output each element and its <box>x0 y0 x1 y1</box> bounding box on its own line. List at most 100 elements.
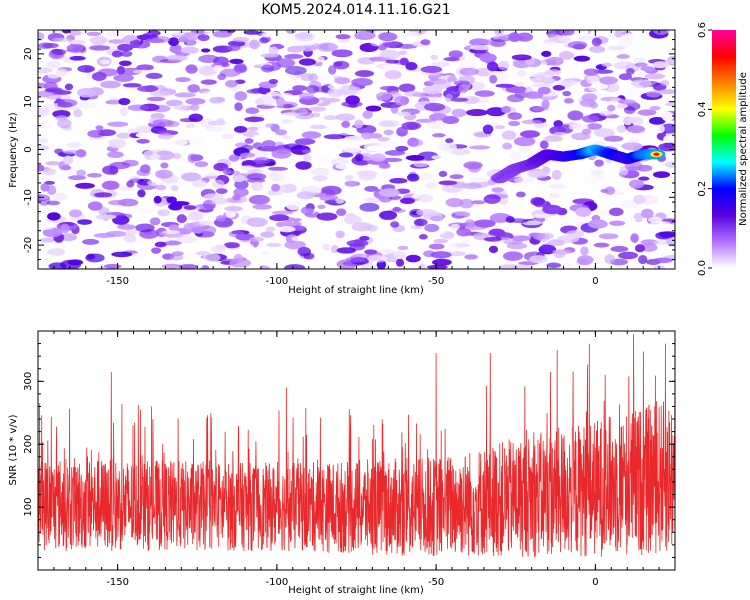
heatmap-cell <box>254 98 264 106</box>
heatmap-cell <box>275 129 288 136</box>
heatmap-cell <box>120 50 133 57</box>
heatmap-cell <box>91 71 107 82</box>
heatmap-cell <box>198 54 219 64</box>
heatmap-cell <box>609 220 626 226</box>
heatmap-cell <box>298 92 315 100</box>
heatmap-cell <box>379 49 401 60</box>
heatmap-cell <box>424 223 440 233</box>
heatmap-cell <box>60 165 72 171</box>
heatmap-cell <box>290 107 309 116</box>
heatmap-xtick-label: -50 <box>428 276 444 287</box>
heatmap-cell <box>103 263 122 269</box>
heatmap-cell <box>260 231 275 238</box>
heatmap-cell <box>301 206 314 215</box>
heatmap-xtick-label: -150 <box>106 276 129 287</box>
heatmap-cell <box>200 48 211 53</box>
heatmap-cell <box>155 169 173 179</box>
heatmap-cell <box>127 104 149 111</box>
heatmap-cell <box>294 138 316 145</box>
heatmap-cell <box>271 210 294 215</box>
heatmap-cell <box>154 241 167 248</box>
heatmap-xlabel: Height of straight line (km) <box>288 285 424 296</box>
heatmap-cell <box>52 109 71 119</box>
heatmap-cell <box>52 192 67 201</box>
heatmap-cell <box>178 264 199 269</box>
heatmap-cell <box>644 73 666 80</box>
heatmap-cell <box>180 46 199 54</box>
heatmap-cell <box>562 90 572 97</box>
heatmap-cell <box>268 254 278 263</box>
heatmap-cell <box>215 244 227 251</box>
heatmap-cell <box>364 249 378 255</box>
heatmap-cell <box>630 79 652 89</box>
heatmap-cell <box>406 138 424 147</box>
heatmap-cell <box>251 181 264 192</box>
heatmap-cell <box>298 58 316 66</box>
heatmap-cell <box>590 170 605 176</box>
heatmap-cell <box>185 64 198 74</box>
heatmap-cell <box>119 30 132 34</box>
heatmap-cell <box>38 195 51 200</box>
snr-ylabel: SNR (10 * v/v) <box>8 414 19 485</box>
heatmap-cell <box>60 223 70 234</box>
heatmap-cell <box>42 42 59 49</box>
heatmap-cell <box>607 45 626 51</box>
heatmap-cell <box>652 257 673 264</box>
heatmap-cell <box>462 96 480 105</box>
heatmap-cell <box>135 132 146 138</box>
heatmap-cell <box>225 170 241 175</box>
heatmap-cell <box>202 253 221 263</box>
heatmap-cell <box>285 30 297 34</box>
heatmap-cell <box>100 80 121 89</box>
heatmap-cell <box>198 220 214 226</box>
heatmap-cell <box>185 98 206 105</box>
heatmap-cell <box>204 126 224 132</box>
heatmap-cell <box>479 53 497 63</box>
heatmap-cell <box>146 96 166 102</box>
heatmap-cell <box>168 224 180 232</box>
heatmap-cell <box>628 179 645 189</box>
heatmap-cell <box>105 31 126 37</box>
heatmap-cell <box>46 60 61 69</box>
heatmap-cell <box>454 169 466 175</box>
heatmap-cell <box>325 76 335 84</box>
heatmap-cell <box>378 32 398 42</box>
heatmap-cell <box>448 50 464 59</box>
heatmap-cell <box>168 37 180 46</box>
heatmap-cell <box>468 145 491 150</box>
heatmap-cell <box>166 196 177 204</box>
heatmap-cell <box>38 164 45 172</box>
heatmap-cell <box>248 194 270 205</box>
heatmap-cell <box>324 97 341 103</box>
heatmap-ytick-label: 0 <box>23 146 34 152</box>
heatmap-cell <box>306 85 320 94</box>
heatmap-cell <box>284 54 304 59</box>
heatmap-cell <box>267 166 288 171</box>
heatmap-cell <box>118 186 135 192</box>
heatmap-cell <box>187 153 198 163</box>
heatmap-cell <box>405 61 418 71</box>
heatmap-cell <box>428 243 445 250</box>
heatmap-cell <box>584 174 598 185</box>
heatmap-cell <box>119 106 128 117</box>
heatmap-cell <box>312 175 328 182</box>
heatmap-cell <box>294 40 316 46</box>
heatmap-cell <box>354 119 364 129</box>
heatmap-cell <box>558 37 572 42</box>
heatmap-cell <box>637 109 657 116</box>
heatmap-cell <box>444 142 458 153</box>
heatmap-cell <box>77 65 95 73</box>
heatmap-cell <box>183 205 197 210</box>
heatmap-cell <box>359 235 370 241</box>
heatmap-cell <box>449 174 464 180</box>
heatmap-cell <box>508 120 521 127</box>
heatmap-cell <box>495 83 515 88</box>
heatmap-cell <box>111 50 123 58</box>
heatmap-cell <box>459 67 479 76</box>
heatmap-cell <box>491 187 504 193</box>
snr-xtick-label: 0 <box>592 577 598 588</box>
heatmap-cell <box>397 245 409 250</box>
heatmap-cell <box>335 230 345 239</box>
heatmap-cell <box>89 36 108 45</box>
heatmap-cell <box>116 132 131 139</box>
